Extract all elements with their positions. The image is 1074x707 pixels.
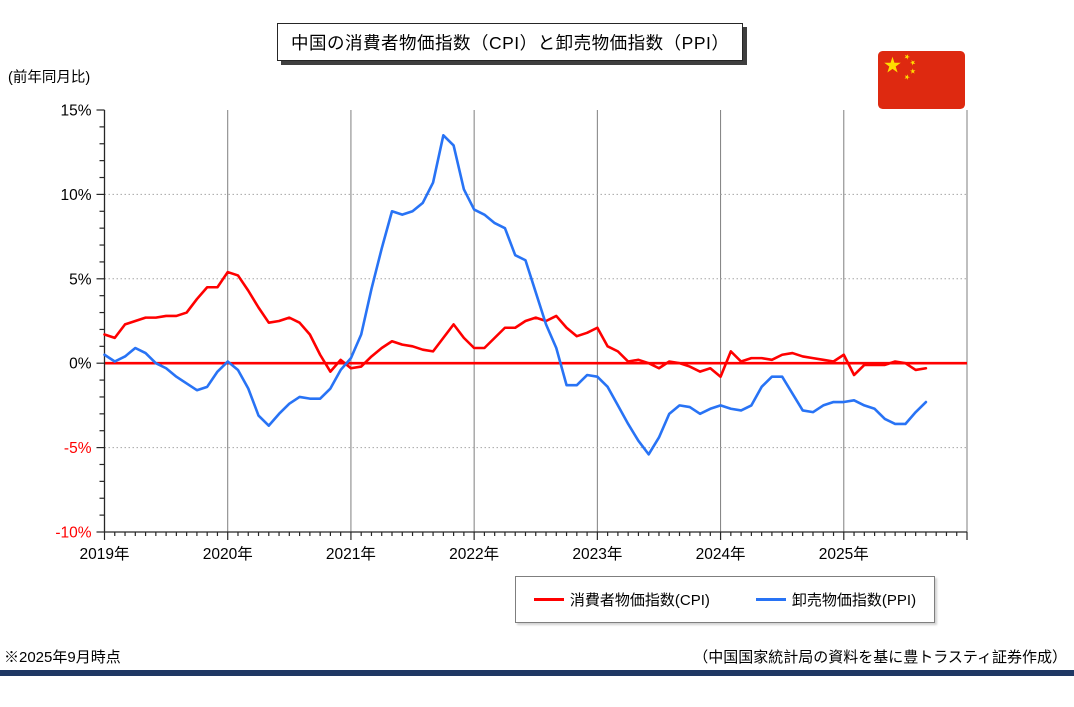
legend-item-cpi: 消費者物価指数(CPI) (533, 589, 710, 610)
y-tick-label: -5% (64, 440, 92, 457)
y-tick-label: 0% (69, 356, 92, 373)
y-tick-label: -10% (55, 525, 91, 542)
y-tick-label: 10% (60, 187, 91, 204)
x-tick-label: 2025年 (819, 545, 869, 563)
x-tick-label: 2019年 (80, 545, 130, 563)
x-tick-label: 2020年 (203, 545, 253, 563)
legend-item-ppi: 卸売物価指数(PPI) (755, 589, 917, 610)
china-flag-reflection-fade (874, 113, 969, 153)
x-tick-label: 2024年 (696, 545, 746, 563)
x-tick-label: 2023年 (572, 545, 622, 563)
x-tick-label: 2021年 (326, 545, 376, 563)
china-flag-icon (878, 48, 965, 112)
chart-title: 中国の消費者物価指数（CPI）と卸売物価指数（PPI） (291, 32, 730, 53)
cpi-line-swatch-icon (533, 598, 564, 601)
ppi-line-swatch-icon (755, 598, 786, 601)
cpi-ppi-line-chart: 15% 10% 5% 0% -5% -10% 2019年 2020年 2021年 2022年 202… (55, 103, 968, 563)
x-tick-label: 2022年 (449, 545, 499, 563)
y-axis-unit-note: (前年同月比) (8, 70, 91, 86)
footnote-source: （中国国家統計局の資料を基に豊トラスティ証券作成） (693, 649, 1067, 666)
y-tick-label: 15% (60, 103, 91, 120)
cpi-line (103, 270, 928, 379)
ppi-line (103, 134, 928, 456)
footnote-asof-date: ※2025年9月時点 (4, 649, 121, 666)
y-tick-label: 5% (69, 271, 92, 288)
footer-rule (0, 670, 1074, 676)
chart-legend: 消費者物価指数(CPI) 卸売物価指数(PPI) (515, 576, 935, 623)
chart-title-box: 中国の消費者物価指数（CPI）と卸売物価指数（PPI） (277, 23, 744, 61)
legend-label-ppi: 卸売物価指数(PPI) (791, 592, 917, 609)
legend-label-cpi: 消費者物価指数(CPI) (569, 592, 710, 609)
